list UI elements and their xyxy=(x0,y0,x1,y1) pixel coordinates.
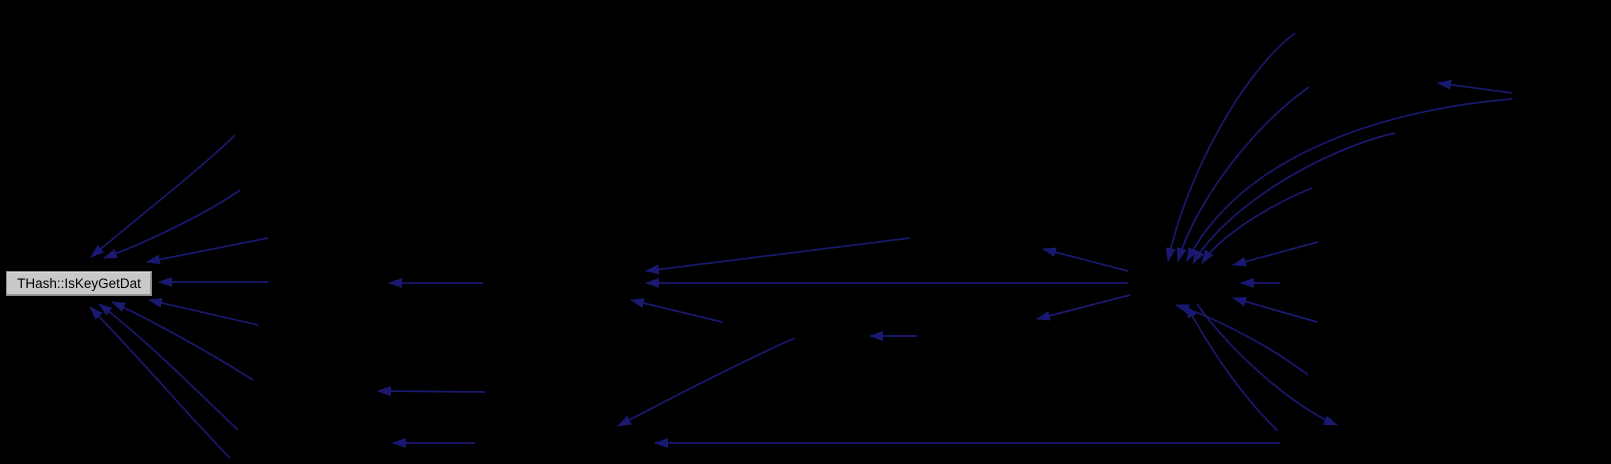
graph-edge xyxy=(1192,132,1396,264)
graph-edge xyxy=(1196,303,1338,426)
graph-edge xyxy=(1175,304,1309,376)
graph-edge xyxy=(148,298,259,326)
graph-edge xyxy=(1201,187,1313,264)
graph-edge xyxy=(645,237,911,275)
graph-edge xyxy=(377,386,486,397)
graph-edge xyxy=(1186,98,1513,262)
graph-edge xyxy=(1185,304,1279,432)
graph-edge xyxy=(1437,79,1513,94)
graph-node-thash-iskeygetdat[interactable]: THash::IsKeyGetDat xyxy=(6,271,152,296)
graph-edge xyxy=(1165,32,1296,262)
edge-group xyxy=(89,32,1513,459)
graph-edge xyxy=(103,189,241,259)
graph-edge xyxy=(1036,294,1131,321)
graph-edge xyxy=(617,337,796,427)
graph-edge xyxy=(1042,247,1129,272)
graph-edge xyxy=(1232,296,1318,323)
graph-edge xyxy=(630,298,723,323)
graph-edge xyxy=(1232,241,1319,267)
graph-node-label: THash::IsKeyGetDat xyxy=(17,275,141,291)
graph-edge xyxy=(146,237,269,265)
graph-edge xyxy=(98,303,239,431)
graph-edge xyxy=(111,301,254,381)
graph-edge xyxy=(90,134,236,258)
graph-edge xyxy=(1176,86,1310,262)
graph-edge xyxy=(89,306,231,459)
